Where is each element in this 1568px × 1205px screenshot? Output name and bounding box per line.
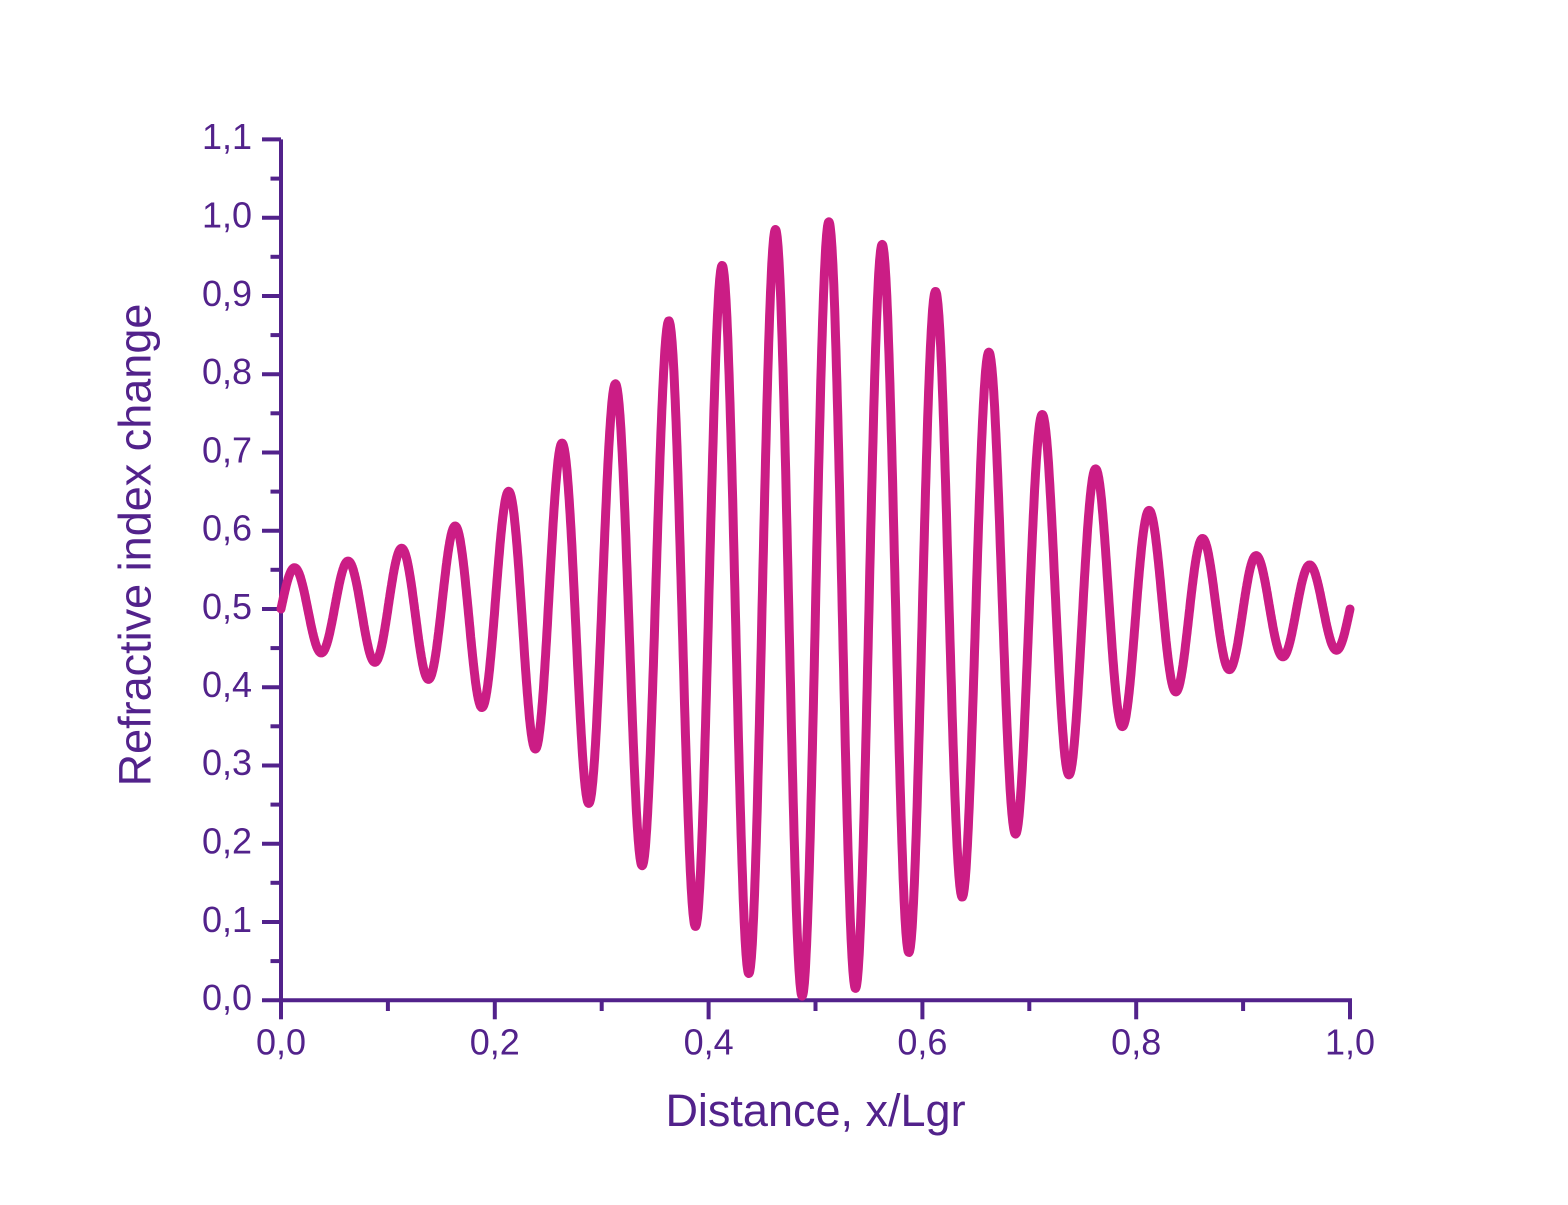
svg-text:0,2: 0,2 — [470, 1022, 520, 1063]
svg-text:1,1: 1,1 — [202, 116, 252, 157]
svg-text:0,6: 0,6 — [897, 1022, 947, 1063]
svg-text:0,1: 0,1 — [202, 899, 252, 940]
svg-text:0,8: 0,8 — [1111, 1022, 1161, 1063]
svg-text:0,7: 0,7 — [202, 429, 252, 470]
svg-text:0,3: 0,3 — [202, 742, 252, 783]
svg-text:Distance, x/Lgr: Distance, x/Lgr — [665, 1085, 965, 1136]
svg-text:1,0: 1,0 — [202, 195, 252, 236]
svg-text:0,8: 0,8 — [202, 351, 252, 392]
svg-text:0,0: 0,0 — [256, 1022, 306, 1063]
svg-text:0,5: 0,5 — [202, 586, 252, 627]
svg-text:Refractive index change: Refractive index change — [110, 304, 161, 787]
svg-text:0,4: 0,4 — [684, 1022, 734, 1063]
svg-text:0,9: 0,9 — [202, 273, 252, 314]
svg-text:0,4: 0,4 — [202, 664, 252, 705]
svg-text:1,0: 1,0 — [1325, 1022, 1375, 1063]
svg-text:0,6: 0,6 — [202, 508, 252, 549]
svg-text:0,0: 0,0 — [202, 977, 252, 1018]
svg-text:0,2: 0,2 — [202, 821, 252, 862]
